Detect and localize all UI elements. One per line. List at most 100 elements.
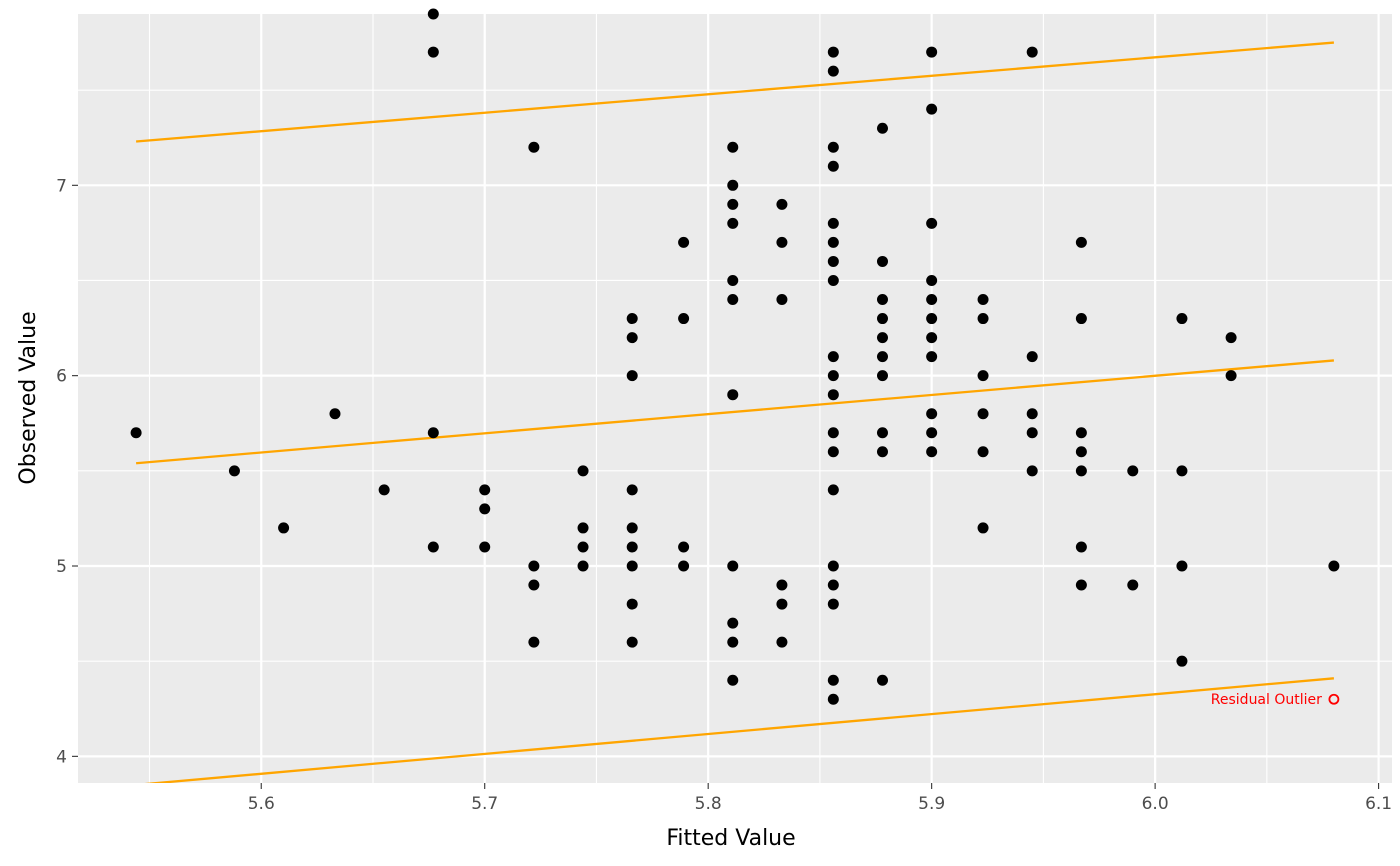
data-point xyxy=(1026,427,1038,439)
data-point xyxy=(977,446,989,458)
data-point xyxy=(827,674,839,686)
data-point xyxy=(926,446,938,458)
data-point xyxy=(678,313,690,325)
data-point xyxy=(776,579,788,591)
data-point xyxy=(427,541,439,553)
data-point xyxy=(626,560,638,572)
data-point xyxy=(1225,332,1237,344)
data-point xyxy=(678,560,690,572)
y-tick-label: 7 xyxy=(56,176,67,196)
data-point xyxy=(228,465,240,477)
data-point xyxy=(727,617,739,629)
data-point xyxy=(727,274,739,286)
data-point xyxy=(329,408,341,420)
x-tick-label: 6.0 xyxy=(1142,794,1169,814)
data-point xyxy=(827,579,839,591)
y-axis-title: Observed Value xyxy=(16,311,41,484)
data-point xyxy=(626,484,638,496)
data-point xyxy=(626,313,638,325)
data-point xyxy=(577,560,589,572)
data-point xyxy=(1026,408,1038,420)
data-point xyxy=(827,217,839,229)
fit-line-1 xyxy=(136,41,1334,143)
data-point xyxy=(1328,560,1340,572)
data-point xyxy=(427,8,439,20)
data-point xyxy=(827,351,839,363)
data-point xyxy=(827,598,839,610)
x-tick-label: 5.6 xyxy=(248,794,275,814)
data-point xyxy=(727,217,739,229)
data-point xyxy=(926,274,938,286)
minor-gridlines xyxy=(78,14,1392,783)
fit-lines xyxy=(136,41,1334,783)
data-point xyxy=(827,141,839,153)
data-point xyxy=(479,503,491,515)
data-point xyxy=(827,693,839,705)
data-point xyxy=(626,636,638,648)
data-point xyxy=(427,46,439,58)
data-point xyxy=(577,541,589,553)
data-point xyxy=(577,522,589,534)
data-point xyxy=(1176,465,1188,477)
data-point xyxy=(727,141,739,153)
data-point xyxy=(876,332,888,344)
data-point xyxy=(1127,465,1139,477)
data-point xyxy=(528,636,540,648)
outlier-point xyxy=(1328,693,1340,705)
data-point xyxy=(528,579,540,591)
outlier-layer: Residual Outlier xyxy=(1211,692,1340,708)
y-tick-label: 6 xyxy=(56,367,67,387)
data-point xyxy=(1075,465,1087,477)
data-point xyxy=(977,408,989,420)
data-point xyxy=(378,484,390,496)
data-point xyxy=(1026,351,1038,363)
data-point xyxy=(1075,236,1087,248)
data-point xyxy=(827,484,839,496)
data-point xyxy=(577,465,589,477)
data-point xyxy=(1225,370,1237,382)
data-point xyxy=(1176,655,1188,667)
x-axis: 5.6 5.7 5.8 5.9 6.0 6.1 xyxy=(248,783,1392,814)
data-point xyxy=(626,332,638,344)
outlier-label: Residual Outlier xyxy=(1211,692,1322,708)
data-point xyxy=(479,484,491,496)
data-point xyxy=(827,236,839,248)
data-point xyxy=(876,351,888,363)
data-point xyxy=(776,236,788,248)
data-point xyxy=(1075,579,1087,591)
data-point xyxy=(876,294,888,306)
data-point xyxy=(977,313,989,325)
data-point xyxy=(827,560,839,572)
data-point xyxy=(876,427,888,439)
data-point xyxy=(678,236,690,248)
data-point xyxy=(926,408,938,420)
data-point xyxy=(876,255,888,267)
data-point xyxy=(1176,313,1188,325)
data-point xyxy=(876,674,888,686)
data-point xyxy=(727,198,739,210)
data-point xyxy=(479,541,491,553)
data-point xyxy=(626,598,638,610)
data-point xyxy=(278,522,290,534)
data-point xyxy=(626,370,638,382)
data-point xyxy=(827,255,839,267)
data-point xyxy=(1075,446,1087,458)
data-point xyxy=(678,541,690,553)
data-point xyxy=(130,427,142,439)
x-tick-label: 5.8 xyxy=(695,794,722,814)
fit-line-2 xyxy=(136,359,1334,465)
data-point xyxy=(776,198,788,210)
data-point xyxy=(1075,313,1087,325)
x-axis-title: Fitted Value xyxy=(666,826,795,851)
y-tick-label: 4 xyxy=(56,747,67,767)
data-point xyxy=(528,141,540,153)
data-point xyxy=(827,274,839,286)
fit-line-3 xyxy=(144,677,1334,783)
y-tick-label: 5 xyxy=(56,557,67,577)
x-tick-label: 5.7 xyxy=(471,794,498,814)
data-point xyxy=(1026,46,1038,58)
data-point xyxy=(977,294,989,306)
data-point xyxy=(926,351,938,363)
data-point xyxy=(977,522,989,534)
